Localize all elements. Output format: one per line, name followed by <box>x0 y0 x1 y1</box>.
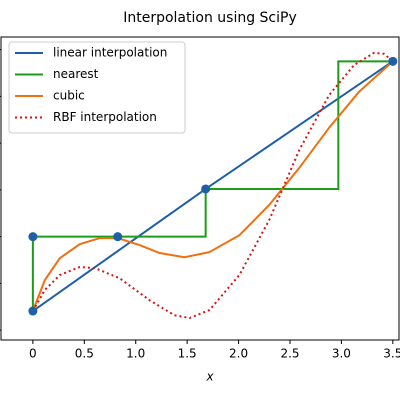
x-tick-label: 1.5 <box>178 347 197 361</box>
legend-label: cubic <box>53 89 85 103</box>
x-tick-label: 0.5 <box>75 347 94 361</box>
legend-label: nearest <box>53 67 99 81</box>
data-point <box>28 232 38 242</box>
x-tick-label: 3.5 <box>383 347 400 361</box>
chart-title: Interpolation using SciPy <box>123 10 297 26</box>
x-tick-label: 3.0 <box>332 347 351 361</box>
data-point <box>388 56 398 66</box>
legend-label: RBF interpolation <box>53 110 157 124</box>
x-tick-label: 1.0 <box>126 347 145 361</box>
legend-label: linear interpolation <box>53 46 167 60</box>
x-tick-label: 2.5 <box>280 347 299 361</box>
legend-box <box>8 41 186 134</box>
x-tick-label: 2.0 <box>229 347 248 361</box>
series-line <box>31 60 394 312</box>
data-point <box>28 306 38 316</box>
x-tick-label: 0 <box>29 347 37 361</box>
series-line <box>32 51 394 320</box>
x-axis-label: x <box>205 370 214 384</box>
data-point <box>113 232 123 242</box>
data-point <box>201 184 211 194</box>
plot-frame <box>0 36 400 341</box>
